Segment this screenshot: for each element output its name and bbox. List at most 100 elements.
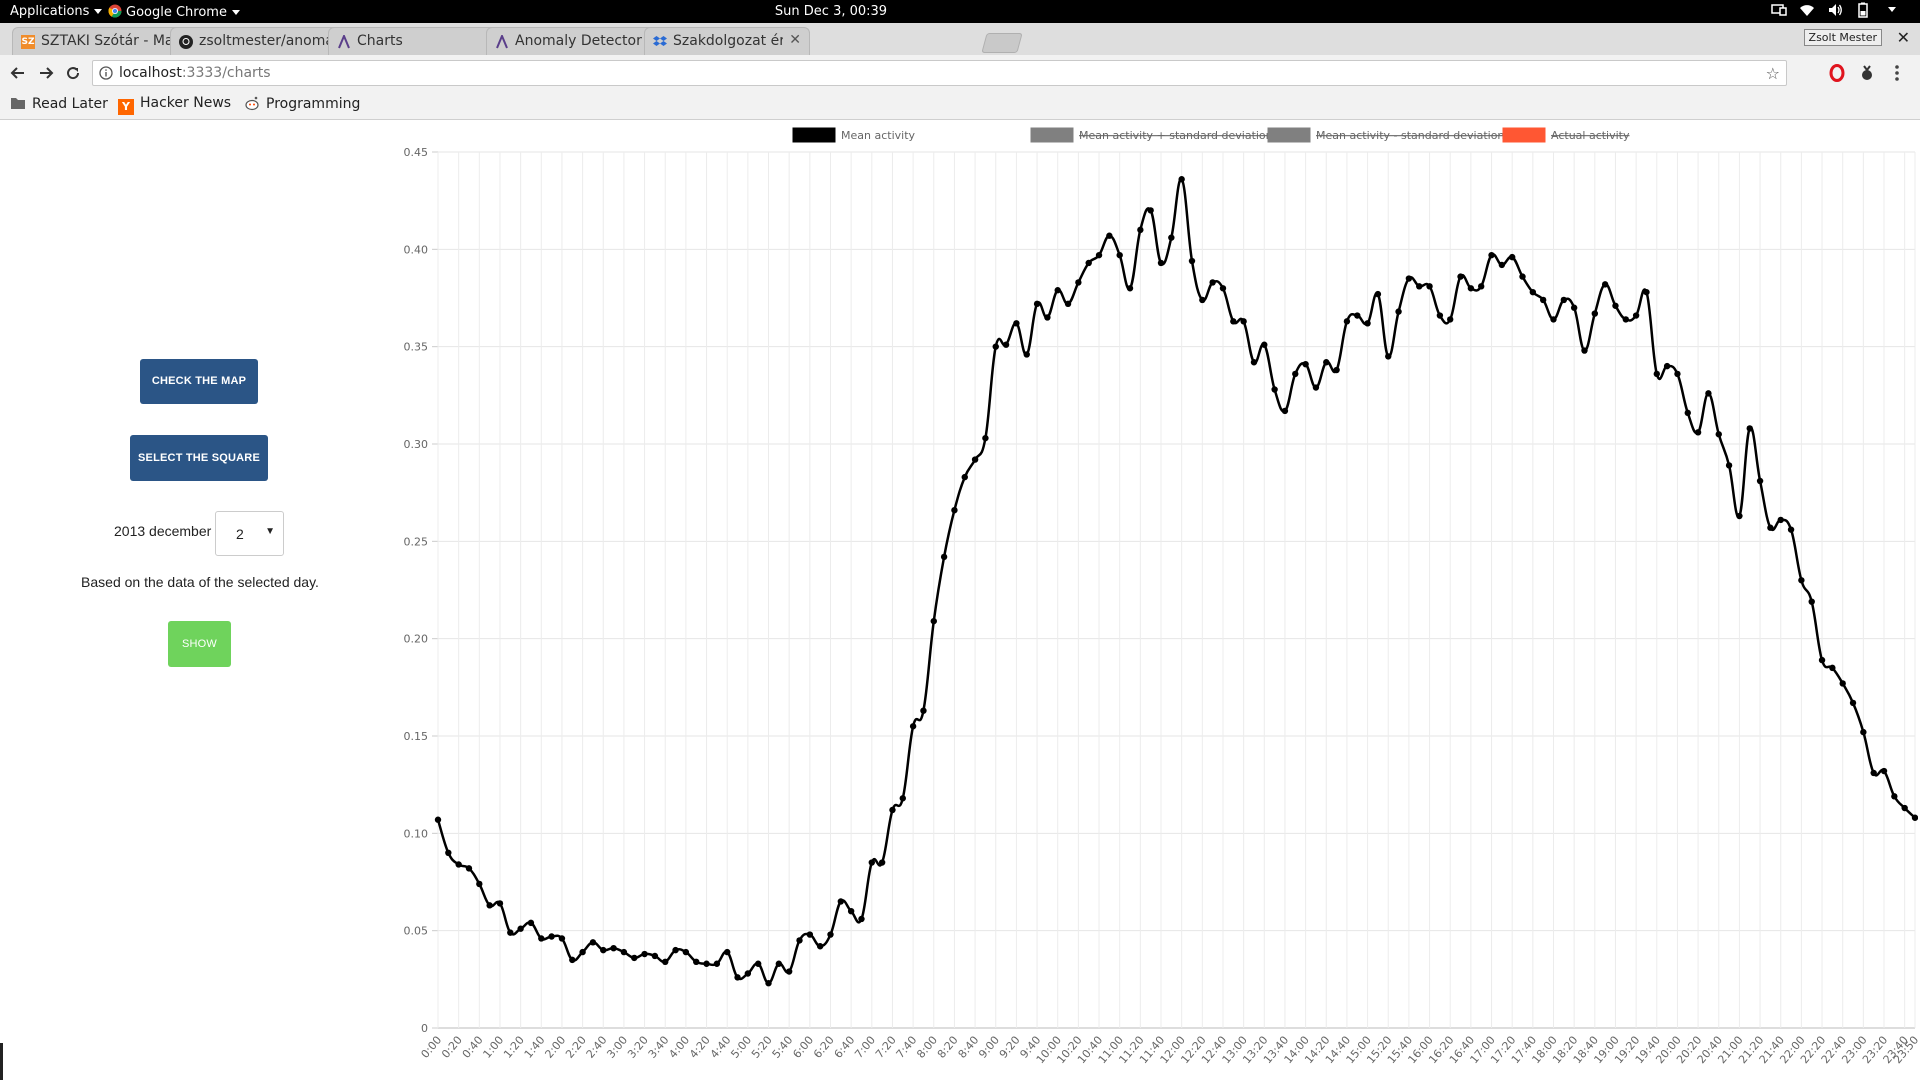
data-point [930, 617, 937, 625]
forward-icon[interactable] [36, 63, 56, 83]
legend-label: Mean activity [841, 129, 916, 142]
data-point [837, 898, 845, 905]
y-tick-label: 0.40 [404, 243, 429, 256]
data-point [703, 960, 710, 967]
close-tab-icon[interactable]: ✕ [789, 32, 801, 48]
data-point [754, 960, 762, 967]
data-point [1529, 288, 1537, 296]
x-tick-label: 1:20 [501, 1034, 527, 1061]
bookmark-hacker-news[interactable]: Y Hacker News [118, 95, 231, 115]
tab-dropbox[interactable]: Szakdolgozat érték ✕ [644, 27, 810, 55]
data-point [1519, 273, 1526, 280]
new-tab-button[interactable] [981, 33, 1023, 53]
sztaki-icon: SZ [21, 35, 35, 49]
chrome-icon [108, 4, 122, 18]
x-tick-label: 2:40 [584, 1034, 610, 1061]
window-close-icon[interactable]: ✕ [1896, 28, 1910, 47]
y-tick-label: 0.35 [404, 341, 429, 354]
data-point [992, 343, 999, 350]
address-bar[interactable]: localhost:3333/charts ☆ [92, 60, 1787, 86]
x-tick-label: 4:20 [687, 1034, 713, 1061]
x-tick-label: 0:40 [460, 1034, 486, 1061]
data-point [641, 950, 648, 958]
x-tick-label: 3:40 [646, 1034, 672, 1061]
chevron-down-icon [231, 10, 240, 15]
opera-icon[interactable] [1828, 64, 1846, 82]
y-tick-label: 0.30 [404, 438, 429, 451]
data-point [507, 929, 514, 936]
data-point [1870, 769, 1877, 777]
data-point [693, 958, 700, 966]
data-point [1323, 359, 1330, 366]
data-point [1674, 370, 1681, 378]
data-point [1787, 526, 1795, 533]
day-select[interactable]: 2 ▼ [215, 511, 284, 556]
hacker-news-icon: Y [118, 99, 134, 115]
data-point [1653, 370, 1660, 378]
data-point [1581, 347, 1588, 354]
data-point [1911, 814, 1918, 821]
data-point [1054, 287, 1061, 294]
data-point [682, 948, 690, 956]
browser-toolbar: localhost:3333/charts ☆ [0, 55, 1920, 91]
x-tick-label: 6:00 [790, 1034, 816, 1061]
data-point [1570, 304, 1578, 311]
data-point [940, 553, 948, 561]
browser-menu[interactable]: Google Chrome [108, 4, 240, 20]
data-point [1550, 316, 1557, 323]
data-point [527, 919, 535, 927]
data-point [1829, 664, 1836, 672]
data-point [1023, 351, 1030, 358]
system-status-area[interactable] [1771, 2, 1896, 18]
data-point [1333, 366, 1340, 374]
x-tick-label: 4:40 [708, 1034, 734, 1061]
data-point [517, 925, 524, 932]
browser-label: Google Chrome [126, 5, 227, 20]
window-edge-marker [0, 1043, 3, 1080]
check-map-button[interactable]: CHECK THE MAP [140, 359, 258, 404]
data-point [1622, 316, 1629, 323]
legend-swatch [1267, 127, 1311, 143]
applications-label: Applications [10, 4, 90, 19]
data-point [1632, 312, 1640, 319]
data-point [1271, 386, 1278, 393]
x-tick-label: 9:20 [997, 1034, 1023, 1061]
extension-icon[interactable] [1858, 64, 1876, 82]
data-point [579, 948, 586, 956]
tab-title: SZTAKI Szótár - Ma [41, 33, 174, 49]
y-tick-label: 0.05 [404, 925, 429, 938]
data-point [486, 902, 493, 909]
data-point [1426, 283, 1433, 290]
back-icon[interactable] [8, 63, 28, 83]
data-point [1168, 234, 1175, 241]
wifi-icon [1800, 5, 1814, 16]
data-point [569, 956, 576, 964]
data-point [465, 865, 473, 872]
data-point [724, 948, 731, 956]
data-point [1106, 232, 1113, 239]
bookmark-label: Read Later [32, 96, 108, 112]
bookmark-programming[interactable]: Programming [244, 95, 360, 112]
applications-menu[interactable]: Applications [10, 4, 103, 19]
menu-dots-icon[interactable] [1888, 64, 1906, 82]
data-point [1839, 680, 1846, 687]
bookmark-label: Programming [266, 96, 361, 112]
profile-button[interactable]: Zsolt Mester [1803, 29, 1882, 46]
data-point [538, 935, 545, 942]
data-point [1137, 226, 1144, 234]
data-point [1715, 431, 1722, 438]
bookmark-read-later[interactable]: Read Later [10, 95, 108, 112]
select-square-button[interactable]: SELECT THE SQUARE [130, 435, 268, 481]
data-point [878, 859, 886, 866]
data-point [1261, 341, 1268, 348]
tab-strip: SZ SZTAKI Szótár - Ma ✕ zsoltmester/anom… [0, 23, 1920, 55]
clock[interactable]: Sun Dec 3, 00:39 [774, 4, 888, 19]
x-tick-label: 4:00 [666, 1034, 692, 1061]
reddit-icon [245, 96, 259, 111]
data-point [1508, 253, 1516, 261]
reload-icon[interactable] [63, 63, 83, 83]
data-point [1013, 320, 1020, 327]
info-icon[interactable] [99, 66, 113, 80]
show-button[interactable]: SHOW [168, 621, 231, 667]
bookmark-star-icon[interactable]: ☆ [1765, 64, 1780, 83]
